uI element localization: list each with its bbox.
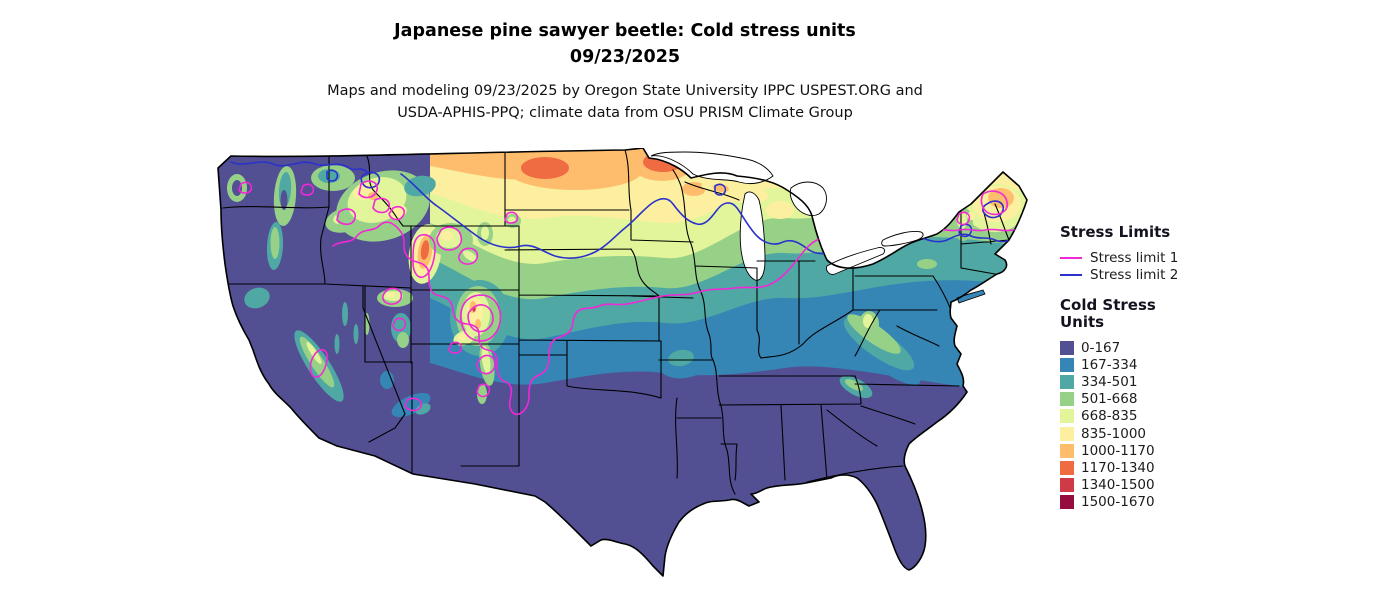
map-title-line1: Japanese pine sawyer beetle: Cold stress… <box>394 21 856 41</box>
cold-stress-class-item: 167-334 <box>1060 356 1255 373</box>
state-borders <box>222 149 1010 495</box>
legend: Stress Limits Stress limit 1 Stress limi… <box>1060 224 1255 511</box>
cold-stress-class-item: 0-167 <box>1060 339 1255 356</box>
stress-limits-legend: Stress Limits Stress limit 1 Stress limi… <box>1060 224 1255 283</box>
cold-stress-class-swatch <box>1060 357 1074 372</box>
stress-limits-items: Stress limit 1 Stress limit 2 <box>1060 249 1255 283</box>
us-cold-stress-map <box>215 147 1035 590</box>
cold-stress-class-item: 501-668 <box>1060 391 1255 408</box>
cold-stress-class-label: 1000-1170 <box>1081 442 1155 459</box>
lake-huron <box>789 181 827 217</box>
map-subtitle: Maps and modeling 09/23/2025 by Oregon S… <box>0 80 1250 124</box>
cold-stress-class-item: 1340-1500 <box>1060 477 1255 494</box>
cold-stress-class-label: 501-668 <box>1081 391 1138 408</box>
cold-stress-class-label: 668-835 <box>1081 408 1138 425</box>
cold-stress-class-item: 1000-1170 <box>1060 442 1255 459</box>
cold-stress-class-item: 1170-1340 <box>1060 459 1255 476</box>
cold-stress-class-label: 167-334 <box>1081 356 1138 373</box>
cold-stress-class-label: 334-501 <box>1081 373 1138 390</box>
cold-stress-class-swatch <box>1060 495 1074 510</box>
cold-stress-class-label: 0-167 <box>1081 339 1121 356</box>
cold-stress-class-swatch <box>1060 340 1074 355</box>
cold-stress-class-swatch <box>1060 426 1074 441</box>
long-island <box>956 289 986 304</box>
cold-stress-class-swatch <box>1060 478 1074 493</box>
cold-stress-class-swatch <box>1060 443 1074 458</box>
cold-stress-class-swatch <box>1060 374 1074 389</box>
stress-limit-item: Stress limit 2 <box>1060 266 1255 283</box>
cold-stress-class-swatch <box>1060 460 1074 475</box>
cold-stress-legend: Cold Stress Units 0-167 167-334 334-501 … <box>1060 297 1255 511</box>
stress-limits-heading: Stress Limits <box>1060 223 1171 241</box>
cold-stress-class-item: 835-1000 <box>1060 425 1255 442</box>
stress-limit-item: Stress limit 1 <box>1060 249 1255 266</box>
stress-limit-line-swatch <box>1060 256 1082 259</box>
cold-stress-class-swatch <box>1060 409 1074 424</box>
lake-michigan <box>739 191 766 281</box>
cold-stress-class-item: 668-835 <box>1060 408 1255 425</box>
lake-superior <box>650 151 774 185</box>
cold-stress-items: 0-167 167-334 334-501 501-668 668-835 83… <box>1060 339 1255 511</box>
cold-stress-class-label: 1500-1670 <box>1081 494 1155 511</box>
cold-stress-class-label: 835-1000 <box>1081 425 1146 442</box>
map-subtitle-line1: Maps and modeling 09/23/2025 by Oregon S… <box>327 83 923 99</box>
cold-stress-class-label: 1340-1500 <box>1081 477 1155 494</box>
us-outline <box>217 147 1028 577</box>
us-map-svg <box>217 147 1028 577</box>
map-subtitle-line2: USDA-APHIS-PPQ; climate data from OSU PR… <box>397 105 853 121</box>
title-block: Japanese pine sawyer beetle: Cold stress… <box>0 18 1250 124</box>
cold-stress-class-swatch <box>1060 392 1074 407</box>
cold-stress-heading: Cold Stress Units <box>1060 296 1156 331</box>
cold-stress-class-item: 334-501 <box>1060 373 1255 390</box>
map-title-date: 09/23/2025 <box>569 47 681 67</box>
cold-stress-class-label: 1170-1340 <box>1081 459 1155 476</box>
stress-limit-label: Stress limit 1 <box>1090 249 1179 266</box>
stress-limit-2-contour <box>230 161 1022 259</box>
stress-limit-label: Stress limit 2 <box>1090 266 1179 283</box>
cold-stress-class-item: 1500-1670 <box>1060 494 1255 511</box>
stress-limit-line-swatch <box>1060 273 1082 276</box>
